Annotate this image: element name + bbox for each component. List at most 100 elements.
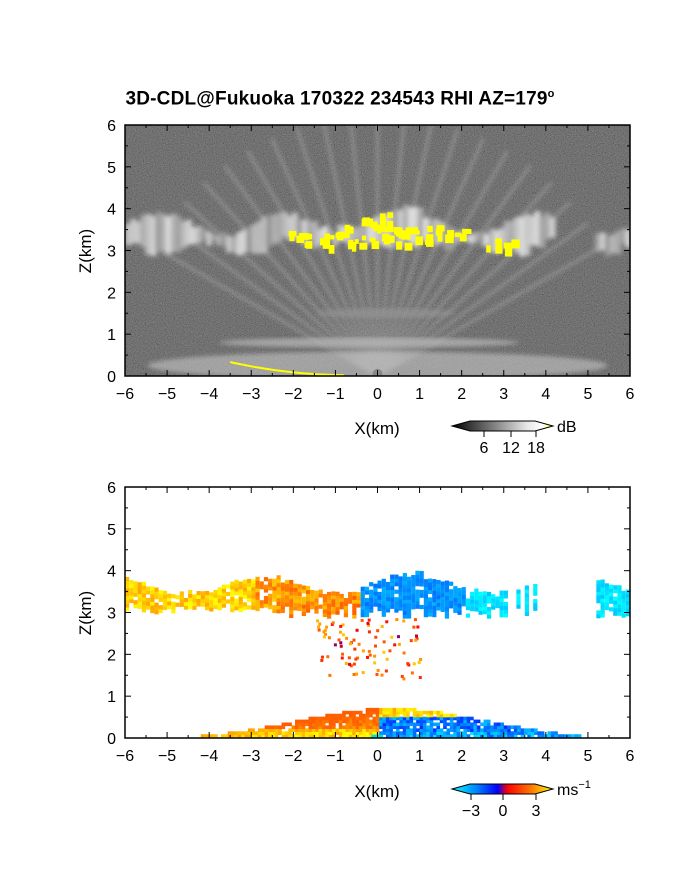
precip-cell [340, 656, 344, 660]
precip-cell [328, 673, 332, 677]
precip-cell [360, 618, 364, 622]
precip-cell [333, 643, 337, 647]
precip-cell [353, 647, 357, 651]
precip-cell [352, 638, 356, 642]
mid-band [315, 308, 456, 319]
precip-cell [367, 630, 371, 634]
precip-cell [357, 642, 361, 646]
precip-cell [373, 661, 377, 665]
y-tick-label: 3 [107, 606, 116, 623]
velocity-colorbar: −3 0 3 ms−1 [450, 779, 591, 820]
precip-cell [385, 657, 389, 661]
precip-cell [339, 624, 343, 628]
y-tick-label: 1 [107, 327, 116, 344]
precip-cell [415, 634, 419, 638]
reflectivity-field [125, 125, 630, 376]
x-tick-label: −5 [158, 748, 176, 765]
precip-cell [324, 625, 328, 629]
precip-cell [367, 649, 371, 653]
x-tick-label: −2 [284, 748, 302, 765]
y-tick-label: 4 [107, 564, 116, 581]
x-tick-label: −2 [284, 386, 302, 403]
precip-cell [414, 638, 418, 642]
reflectivity-colorbar-unit: dB [557, 419, 577, 436]
precip-cell [367, 618, 371, 622]
precip-cell [402, 677, 406, 681]
precip-cell [393, 643, 397, 647]
precip-cell [348, 662, 352, 666]
precip-cell [355, 672, 359, 676]
precip-cell [337, 638, 341, 642]
precip-cell [400, 675, 404, 679]
ground-clutter [229, 361, 344, 376]
reflectivity-colorbar: 6 12 18 dB [450, 419, 577, 457]
x-tick-label: 3 [499, 386, 508, 403]
velocity-ylabel: Z(km) [76, 591, 95, 635]
precip-cell [402, 619, 406, 623]
precip-cell [375, 672, 379, 676]
precip-cell [373, 654, 377, 658]
precip-cell [348, 642, 352, 646]
precip-cell [352, 672, 356, 676]
chart-title: 3D-CDL@Fukuoka 170322 234543 RHI AZ=179o [125, 88, 555, 110]
y-tick-label: 0 [107, 731, 116, 748]
y-tick-label: 2 [107, 285, 116, 302]
precip-cell [317, 628, 321, 632]
precip-cell [318, 622, 322, 626]
precip-cell [361, 671, 365, 675]
precip-cell [416, 625, 420, 629]
precip-cell [355, 628, 359, 632]
precip-cell [320, 655, 324, 659]
x-tick-label: 2 [457, 748, 466, 765]
precip-cell [352, 662, 356, 666]
precip-cell [409, 639, 413, 643]
velocity-panel: −6 −5 −4 −3 −2 −1 0 1 2 3 4 5 6 0 1 2 3 4 5 6 X(km) Z(km) −… [76, 480, 635, 820]
x-tick-label: −4 [200, 748, 218, 765]
x-tick-label: −1 [326, 748, 344, 765]
precip-cell [347, 656, 351, 660]
precip-cell [395, 618, 399, 622]
x-tick-label: −6 [116, 386, 134, 403]
precip-cell [374, 635, 378, 639]
precip-cell [397, 642, 401, 646]
x-tick-label: −1 [326, 386, 344, 403]
precip-cell [349, 664, 353, 668]
precip-cell [388, 649, 392, 653]
precip-cell [384, 669, 388, 673]
precip-cell [382, 640, 386, 644]
precip-cell [361, 649, 365, 653]
x-tick-label: 4 [541, 386, 550, 403]
precip-cell [402, 651, 406, 655]
y-tick-label: 6 [107, 118, 116, 135]
colorbar-tick-label: 3 [532, 803, 541, 820]
precip-cell [417, 660, 421, 664]
precip-cell [412, 662, 416, 666]
x-tick-label: −4 [200, 386, 218, 403]
y-tick-label: 0 [107, 369, 116, 386]
x-tick-label: 1 [415, 386, 424, 403]
precip-cell [330, 622, 334, 626]
colorbar-tick-label: 12 [502, 440, 520, 457]
precip-cell [341, 623, 345, 627]
y-tick-label: 1 [107, 689, 116, 706]
precip-cell [341, 652, 345, 656]
precip-cell [412, 625, 416, 629]
y-tick-label: 4 [107, 202, 116, 219]
precip-cell [354, 657, 358, 661]
precip-cell [338, 630, 342, 634]
colorbar-tick-label: 18 [527, 440, 545, 457]
precip-cell [385, 620, 389, 624]
precip-cell [380, 673, 384, 677]
precip-cell [390, 635, 394, 639]
low-band [219, 337, 520, 348]
velocity-xlabel: X(km) [354, 782, 399, 801]
precip-cell [406, 662, 410, 666]
precip-cell [316, 619, 320, 623]
precip-cell [366, 621, 370, 625]
precip-cell [345, 636, 349, 640]
x-tick-label: −3 [242, 386, 260, 403]
precip-cell [367, 623, 371, 627]
precip-cell [368, 653, 372, 657]
